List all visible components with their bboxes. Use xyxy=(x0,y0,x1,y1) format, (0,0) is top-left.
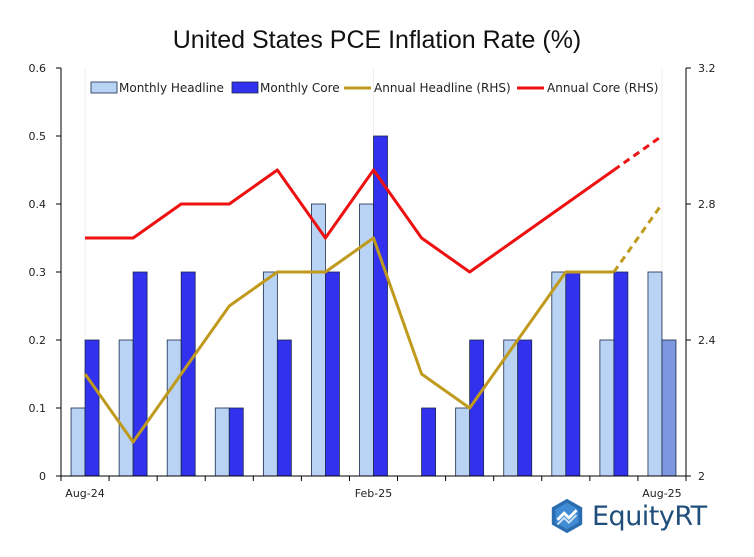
bar-monthly-headline xyxy=(214,407,230,477)
legend-monthly-headline-swatch xyxy=(90,81,118,94)
legend-monthly-core-label: Monthly Core xyxy=(260,81,340,95)
bar-monthly-headline xyxy=(118,339,134,477)
left-tick-label: 0.1 xyxy=(29,402,47,415)
bar-monthly-headline xyxy=(262,271,278,477)
bar-monthly-headline xyxy=(503,339,519,477)
bar-monthly-core xyxy=(325,271,340,477)
right-tick-label: 2.8 xyxy=(698,198,716,211)
left-tick-label: 0 xyxy=(39,470,46,483)
bar-monthly-core xyxy=(613,271,629,477)
bar-monthly-core xyxy=(180,271,196,477)
equityrt-logo-icon xyxy=(551,498,583,534)
bar-monthly-core xyxy=(661,339,677,477)
right-tick-label: 2 xyxy=(698,470,705,483)
bar-monthly-core xyxy=(517,339,533,477)
legend-monthly-headline-label: Monthly Headline xyxy=(119,81,224,95)
bar-monthly-headline xyxy=(166,339,182,477)
right-tick-label: 2.4 xyxy=(698,334,716,347)
legend-annual-core-rhs-label: Annual Core (RHS) xyxy=(547,81,658,95)
line-annual-core xyxy=(85,168,615,274)
bar-monthly-core xyxy=(132,271,148,477)
bars xyxy=(70,135,677,477)
lines xyxy=(83,134,664,444)
bar-monthly-headline xyxy=(311,203,326,477)
bar-monthly-headline xyxy=(599,339,615,477)
left-tick-label: 0.5 xyxy=(29,130,47,143)
right-tick-label: 3.2 xyxy=(698,62,716,75)
bar-monthly-core xyxy=(469,339,485,477)
axes: 0 0.1 0.2 0.3 0.4 0.5 0.6 2 2.4 2.8 3.2 Aug-24 Feb-2… xyxy=(29,62,716,500)
legend-monthly-core-swatch xyxy=(231,81,259,94)
line-annual-core-forecast xyxy=(613,134,663,172)
x-tick-label: Feb-25 xyxy=(355,487,392,500)
bar-monthly-core xyxy=(421,407,436,477)
left-tick-label: 0.6 xyxy=(29,62,47,75)
bar-monthly-core xyxy=(565,271,581,477)
left-tick-label: 0.4 xyxy=(29,198,47,211)
brand-name: EquityRT xyxy=(592,500,707,532)
bar-monthly-headline xyxy=(455,407,471,477)
bar-monthly-core xyxy=(84,339,100,477)
bar-monthly-headline xyxy=(70,407,86,477)
x-tick-label: Aug-25 xyxy=(642,487,681,500)
left-tick-label: 0.3 xyxy=(29,266,47,279)
brand-logo-block: EquityRT xyxy=(548,497,707,535)
bar-monthly-headline xyxy=(551,271,567,477)
chart-title: United States PCE Inflation Rate (%) xyxy=(173,26,582,54)
legend-annual-headline-rhs-label: Annual Headline (RHS) xyxy=(374,81,511,95)
bar-monthly-headline xyxy=(647,271,663,477)
left-tick-label: 0.2 xyxy=(29,334,47,347)
bar-monthly-core xyxy=(228,407,244,477)
bar-monthly-core xyxy=(276,339,292,477)
line-annual-headline-forecast xyxy=(612,203,664,273)
legend: Monthly Headline Monthly Core Annual Headl… xyxy=(90,81,658,95)
line-annual-headline xyxy=(83,236,614,444)
x-tick-label: Aug-24 xyxy=(65,487,104,500)
